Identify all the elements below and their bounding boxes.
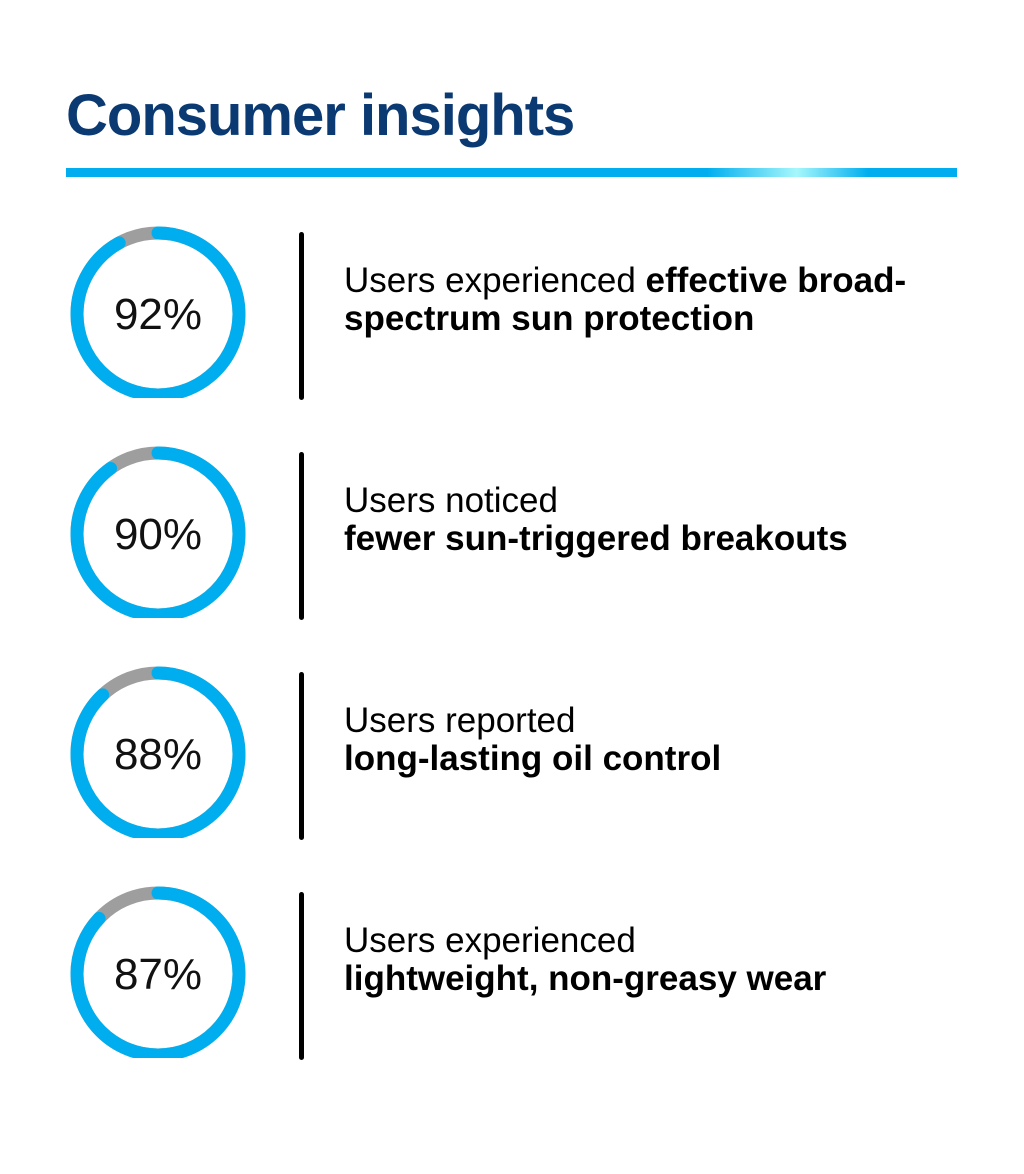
insight-text-regular: Users noticed bbox=[344, 481, 558, 520]
insight-text-bold: long-lasting oil control bbox=[344, 739, 722, 778]
percent-label: 90% bbox=[113, 510, 203, 559]
insight-row: 90% Users noticed fewer sun-triggered brea… bbox=[0, 440, 1024, 660]
divider bbox=[299, 672, 304, 840]
divider bbox=[299, 892, 304, 1060]
insight-row: 88% Users reported long-lasting oil contro… bbox=[0, 660, 1024, 880]
progress-ring bbox=[70, 886, 246, 1058]
ring-value-arc bbox=[70, 226, 246, 398]
progress-ring bbox=[70, 446, 246, 618]
insight-text: Users experienced lightweight, non-greasy… bbox=[344, 922, 826, 998]
insight-row: 87% Users experienced lightweight, non-gre… bbox=[0, 880, 1024, 1100]
percent-label: 92% bbox=[113, 290, 203, 339]
insight-text-bold: effective broad-spectrum sun protection bbox=[344, 261, 907, 338]
insight-text-regular: Users experienced bbox=[344, 261, 646, 300]
insight-text: Users experienced effective broad-spectr… bbox=[344, 262, 944, 338]
insight-text: Users reported long-lasting oil control bbox=[344, 702, 721, 778]
progress-ring bbox=[70, 666, 246, 838]
ring-value-arc bbox=[70, 446, 246, 618]
insight-text-regular: Users reported bbox=[344, 701, 576, 740]
ring-value-arc bbox=[70, 666, 246, 838]
insight-text-bold: fewer sun-triggered breakouts bbox=[344, 519, 848, 558]
page-title: Consumer insights bbox=[66, 83, 575, 148]
divider bbox=[299, 452, 304, 620]
percent-label: 87% bbox=[113, 950, 203, 999]
insight-text-regular: Users experienced bbox=[344, 921, 636, 960]
insight-text: Users noticed fewer sun-triggered breakou… bbox=[344, 482, 848, 558]
title-underline bbox=[66, 168, 957, 177]
divider bbox=[299, 232, 304, 400]
insight-text-bold: lightweight, non-greasy wear bbox=[344, 959, 827, 998]
percent-label: 88% bbox=[113, 730, 203, 779]
insight-row: 92% Users experienced effective broad-spe… bbox=[0, 220, 1024, 440]
ring-value-arc bbox=[70, 886, 246, 1058]
progress-ring bbox=[70, 226, 246, 398]
